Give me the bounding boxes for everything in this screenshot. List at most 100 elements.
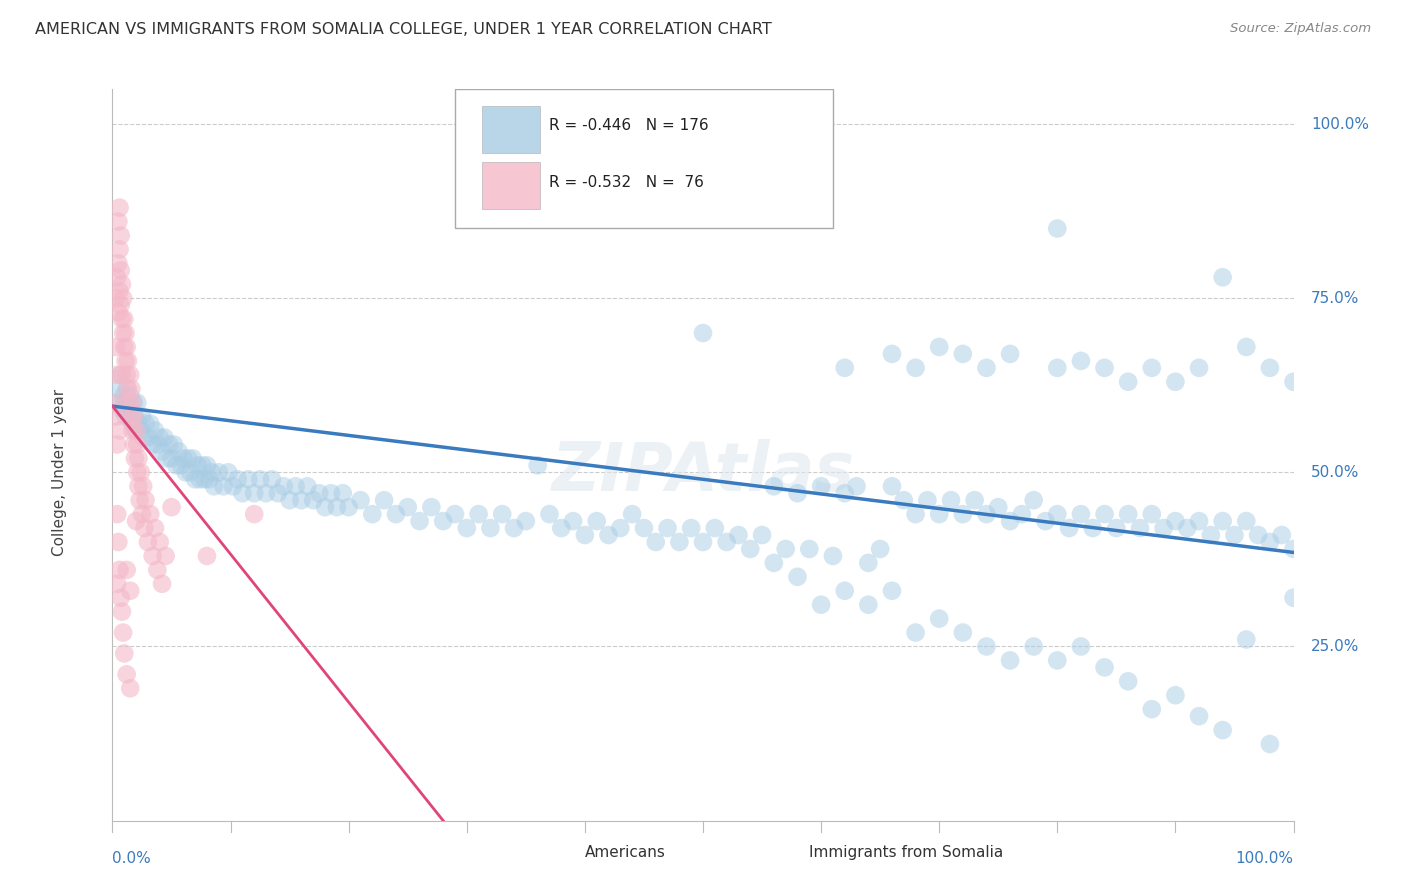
Point: [1057, 521, 1080, 535]
Point: [174, 466, 197, 480]
FancyBboxPatch shape: [482, 106, 540, 153]
Point: [633, 521, 655, 535]
Point: [775, 541, 797, 556]
Point: [155, 549, 177, 563]
FancyBboxPatch shape: [748, 834, 800, 873]
Point: [150, 444, 173, 458]
Point: [127, 417, 149, 431]
Point: [1011, 507, 1033, 521]
Point: [998, 347, 1021, 361]
Point: [105, 340, 128, 354]
Point: [297, 479, 319, 493]
Point: [260, 472, 283, 486]
Point: [120, 409, 142, 424]
Point: [1070, 354, 1092, 368]
Point: [122, 437, 145, 451]
Point: [976, 507, 998, 521]
Point: [110, 263, 132, 277]
Point: [135, 493, 157, 508]
Point: [134, 521, 156, 535]
Point: [111, 368, 134, 382]
Point: [444, 507, 467, 521]
Point: [121, 395, 143, 409]
Point: [1212, 514, 1234, 528]
Point: [120, 368, 142, 382]
Point: [107, 535, 129, 549]
Point: [129, 424, 152, 438]
Point: [952, 507, 974, 521]
Point: [108, 563, 131, 577]
Point: [114, 409, 136, 424]
Point: [111, 312, 134, 326]
Point: [222, 479, 245, 493]
Point: [127, 466, 149, 480]
Point: [786, 570, 808, 584]
Point: [467, 507, 489, 521]
Point: [337, 500, 360, 515]
Point: [143, 424, 166, 438]
Point: [108, 424, 131, 438]
Point: [869, 541, 891, 556]
Text: 50.0%: 50.0%: [1312, 465, 1360, 480]
Point: [703, 521, 725, 535]
Point: [515, 514, 537, 528]
Point: [120, 583, 142, 598]
Point: [1199, 528, 1222, 542]
Point: [420, 500, 443, 515]
Point: [1282, 541, 1305, 556]
Text: 100.0%: 100.0%: [1312, 117, 1369, 131]
Point: [1164, 375, 1187, 389]
Point: [254, 486, 277, 500]
Point: [810, 479, 832, 493]
Point: [385, 507, 408, 521]
Point: [681, 521, 703, 535]
Point: [1140, 507, 1163, 521]
Point: [107, 395, 129, 409]
Point: [491, 507, 513, 521]
Point: [184, 472, 207, 486]
Point: [1212, 270, 1234, 285]
Text: Americans: Americans: [585, 846, 666, 860]
Point: [107, 256, 129, 270]
Point: [928, 507, 950, 521]
Point: [562, 514, 585, 528]
Point: [132, 479, 155, 493]
FancyBboxPatch shape: [482, 162, 540, 209]
Point: [1234, 514, 1257, 528]
Point: [278, 493, 301, 508]
Point: [858, 598, 880, 612]
Point: [845, 479, 868, 493]
Point: [526, 458, 548, 473]
Point: [125, 424, 148, 438]
Point: [125, 514, 148, 528]
Point: [740, 541, 762, 556]
Point: [928, 340, 950, 354]
Text: 0.0%: 0.0%: [112, 852, 152, 866]
Point: [834, 360, 856, 375]
Point: [716, 535, 738, 549]
Point: [290, 493, 312, 508]
Point: [810, 598, 832, 612]
Point: [762, 556, 785, 570]
Point: [621, 507, 644, 521]
Point: [112, 647, 135, 661]
Point: [1188, 709, 1211, 723]
Point: [880, 583, 903, 598]
Point: [208, 466, 231, 480]
Point: [1140, 360, 1163, 375]
Point: [129, 466, 152, 480]
Point: [105, 507, 128, 521]
Point: [963, 493, 986, 508]
Point: [1046, 221, 1069, 235]
Point: [120, 389, 142, 403]
Point: [1188, 514, 1211, 528]
Point: [1081, 521, 1104, 535]
Point: [243, 486, 266, 500]
Point: [107, 214, 129, 228]
Point: [132, 430, 155, 444]
Point: [1022, 640, 1045, 654]
Point: [238, 472, 260, 486]
Point: [181, 451, 204, 466]
Point: [136, 535, 159, 549]
Point: [503, 521, 526, 535]
